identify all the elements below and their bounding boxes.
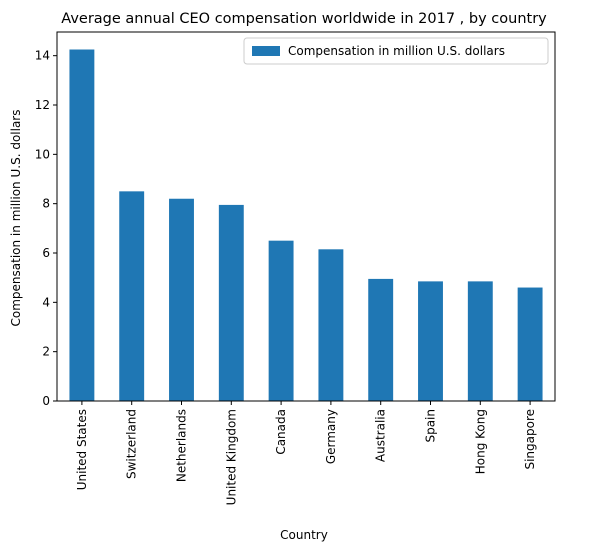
bar xyxy=(268,240,294,401)
x-tick-label: Singapore xyxy=(523,409,537,470)
bar xyxy=(368,278,394,401)
x-tick-label: Netherlands xyxy=(175,409,189,482)
y-axis: 0 2 4 6 8 10 12 14 xyxy=(35,49,57,408)
x-tick-label: United Kingdom xyxy=(224,409,238,505)
bar xyxy=(318,249,344,401)
x-axis-title: Country xyxy=(280,528,328,542)
x-tick-label: Canada xyxy=(274,409,288,455)
bar xyxy=(517,287,543,401)
chart-title: Average annual CEO compensation worldwid… xyxy=(61,11,547,27)
y-tick-label: 0 xyxy=(42,394,50,408)
legend-box xyxy=(243,37,549,65)
y-tick-label: 10 xyxy=(35,147,50,161)
bar xyxy=(418,281,443,401)
x-tick-label: Switzerland xyxy=(125,409,139,479)
bar xyxy=(218,204,244,401)
y-tick-label: 8 xyxy=(42,197,50,211)
legend: Compensation in million U.S. dollars xyxy=(243,37,549,65)
bar xyxy=(69,49,95,401)
bars-group xyxy=(69,49,543,401)
x-tick-label: Germany xyxy=(324,409,338,464)
x-tick-label: Spain xyxy=(424,409,438,443)
x-tick-label: United States xyxy=(75,409,89,490)
bar xyxy=(119,191,145,401)
y-tick-label: 2 xyxy=(42,345,50,359)
x-axis: United States Switzerland Netherlands Unite… xyxy=(75,401,537,505)
y-tick-label: 14 xyxy=(35,49,50,63)
legend-swatch xyxy=(252,46,280,56)
x-tick-label: Australia xyxy=(374,409,388,462)
bar xyxy=(467,281,493,401)
bar xyxy=(169,198,194,401)
y-axis-title: Compensation in million U.S. dollars xyxy=(9,110,23,327)
y-tick-label: 12 xyxy=(35,98,50,112)
legend-label: Compensation in million U.S. dollars xyxy=(288,44,505,58)
x-tick-label: Hong Kong xyxy=(473,409,487,474)
plot-frame xyxy=(56,31,556,402)
y-tick-label: 6 xyxy=(42,246,50,260)
y-tick-label: 4 xyxy=(42,295,50,309)
